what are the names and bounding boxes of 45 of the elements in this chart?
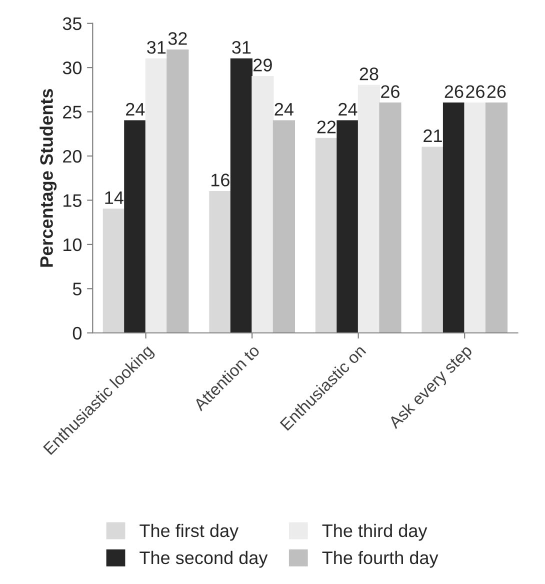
bar bbox=[230, 58, 252, 333]
data-label: 26 bbox=[466, 85, 484, 98]
y-tick-label: 0 bbox=[72, 326, 82, 340]
bar bbox=[422, 146, 444, 333]
legend-label: The second day bbox=[140, 550, 268, 568]
bar bbox=[272, 120, 295, 333]
legend-label: The first day bbox=[140, 524, 239, 541]
bar bbox=[336, 120, 359, 333]
bar bbox=[124, 120, 146, 333]
data-label: 32 bbox=[168, 32, 187, 45]
bar bbox=[464, 102, 486, 333]
y-tick-label: 25 bbox=[63, 106, 82, 119]
bar bbox=[315, 138, 338, 333]
data-label: 21 bbox=[424, 129, 442, 142]
data-label: 22 bbox=[317, 120, 336, 134]
bar bbox=[379, 102, 402, 333]
bar bbox=[252, 76, 274, 333]
data-label: 24 bbox=[126, 102, 145, 116]
y-tick-label: 10 bbox=[64, 238, 82, 252]
data-label: 24 bbox=[274, 102, 294, 116]
legend-label: The third day bbox=[322, 524, 428, 541]
y-tick-label: 15 bbox=[64, 194, 82, 207]
data-label: 29 bbox=[254, 58, 272, 72]
y-tick-label: 30 bbox=[62, 62, 82, 74]
data-label: 31 bbox=[232, 40, 251, 54]
y-tick-label: 5 bbox=[72, 282, 82, 296]
bar bbox=[485, 102, 508, 333]
data-label: 26 bbox=[487, 85, 506, 98]
data-label: 28 bbox=[360, 68, 378, 80]
y-axis-title: Percentage Students bbox=[40, 89, 57, 267]
y-tick-label: 20 bbox=[63, 150, 82, 163]
data-label: 16 bbox=[212, 174, 230, 186]
bar bbox=[358, 84, 380, 333]
data-label: 31 bbox=[147, 40, 166, 54]
data-label: 26 bbox=[381, 85, 400, 98]
data-label: 24 bbox=[338, 102, 358, 116]
bar bbox=[442, 102, 466, 333]
data-label: 14 bbox=[105, 192, 124, 204]
bar bbox=[102, 208, 125, 333]
bar bbox=[145, 58, 168, 333]
bar bbox=[166, 49, 189, 333]
y-tick-label: 35 bbox=[62, 17, 82, 30]
data-label: 26 bbox=[444, 85, 464, 98]
legend-label: The fourth day bbox=[322, 550, 438, 568]
bar bbox=[209, 190, 232, 333]
